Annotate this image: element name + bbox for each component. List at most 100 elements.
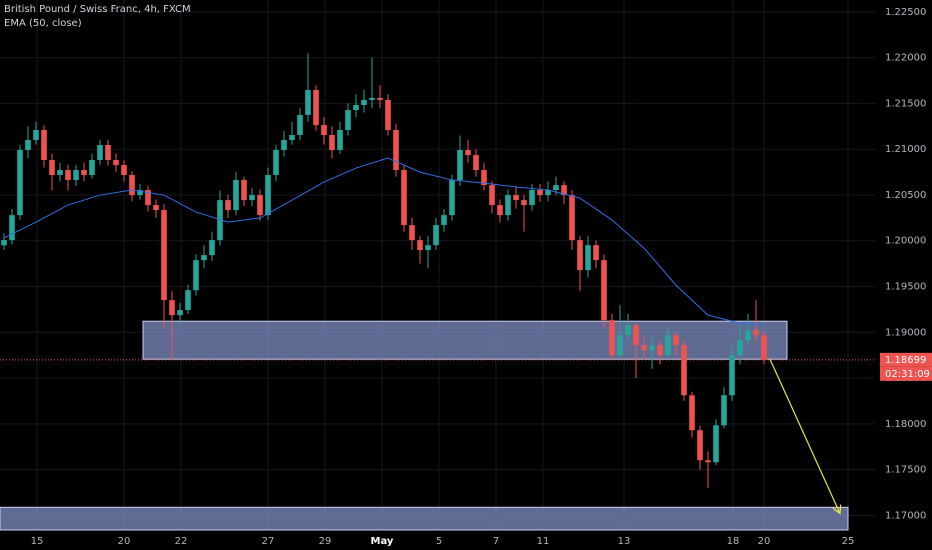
candle-body <box>569 195 575 241</box>
candle-body <box>17 150 23 216</box>
candle-body <box>161 210 167 301</box>
y-tick-label: 1.22500 <box>885 7 926 18</box>
y-tick-label: 1.18000 <box>885 419 926 430</box>
candle-body <box>625 325 631 336</box>
countdown-box <box>880 366 932 381</box>
y-tick-label: 1.22000 <box>885 53 926 64</box>
candle-body <box>345 110 351 130</box>
candle-body <box>297 114 303 136</box>
candle-body <box>473 155 479 171</box>
candle-body <box>289 135 295 141</box>
candle-body <box>201 255 207 261</box>
x-tick-label: 13 <box>618 536 631 547</box>
candle-body <box>361 99 367 105</box>
candle-body <box>129 175 135 196</box>
x-tick-label: May <box>371 536 394 547</box>
candle-body <box>41 129 47 161</box>
candle-body <box>537 190 543 196</box>
candle-body <box>401 170 407 226</box>
candle-body <box>33 129 39 141</box>
candle-body <box>697 430 703 461</box>
candle-body <box>385 99 391 130</box>
candle-body <box>409 225 415 241</box>
plot <box>0 53 875 531</box>
candle-body <box>529 190 535 206</box>
candle-body <box>281 140 287 151</box>
candle-body <box>657 345 663 356</box>
y-tick-label: 1.19000 <box>885 327 926 338</box>
candle-body <box>257 195 263 216</box>
arrow <box>769 358 841 514</box>
candle-body <box>713 425 719 463</box>
candle-body <box>369 97 375 100</box>
candle-body <box>745 330 751 341</box>
candle-body <box>449 180 455 216</box>
candle-body <box>145 190 151 206</box>
candle-body <box>633 325 639 346</box>
candle-body <box>217 200 223 241</box>
candle-body <box>489 185 495 206</box>
x-tick-label: 11 <box>537 536 550 547</box>
price-label-box <box>880 352 932 367</box>
candle-body <box>49 160 55 176</box>
candle-body <box>681 345 687 396</box>
candle-body <box>97 144 103 161</box>
candle-body <box>753 330 759 336</box>
candle-body <box>393 129 399 171</box>
x-tick-label: 22 <box>175 536 188 547</box>
candle-body <box>417 240 423 251</box>
candle-body <box>313 89 319 126</box>
candle-body <box>177 310 183 316</box>
candle-body <box>673 335 679 346</box>
x-tick-label: 5 <box>436 536 442 547</box>
candle-body <box>241 180 247 201</box>
candle-body <box>761 335 767 360</box>
candle-body <box>641 345 647 351</box>
candle-body <box>249 195 255 201</box>
candle-body <box>273 150 279 176</box>
candle-body <box>497 205 503 216</box>
candle-body <box>169 300 175 316</box>
candle-body <box>225 200 231 211</box>
candle-body <box>57 170 63 176</box>
candle-body <box>137 190 143 196</box>
candle-body <box>377 97 383 100</box>
candle-body <box>73 170 79 181</box>
candle-body <box>321 125 327 136</box>
legend-entry: EMA (50, close) <box>4 18 82 29</box>
candle-body <box>561 185 567 196</box>
candle-body <box>209 240 215 256</box>
candle-body <box>737 340 743 356</box>
candle-body <box>153 205 159 211</box>
x-tick-label: 20 <box>118 536 131 547</box>
candle-body <box>1 240 7 246</box>
candle-body <box>25 140 31 151</box>
x-tick-label: 7 <box>493 536 499 547</box>
axes: 1.22500 1.22000 1.21500 1.21000 1.20500 1.200… <box>31 7 932 547</box>
candle-body <box>553 185 559 191</box>
candle-body <box>729 355 735 396</box>
y-tick-label: 1.21000 <box>885 144 926 155</box>
candle-body <box>577 240 583 271</box>
candle-body <box>545 190 551 196</box>
candle-body <box>329 135 335 151</box>
candle-body <box>705 460 711 463</box>
candle-body <box>457 150 463 181</box>
candle-body <box>441 215 447 226</box>
candle-body <box>481 170 487 186</box>
candle-body <box>113 160 119 166</box>
candle-body <box>593 245 599 261</box>
candle-body <box>337 129 343 151</box>
x-tick-label: 15 <box>31 536 44 547</box>
candle-body <box>521 200 527 206</box>
candle-body <box>121 165 127 176</box>
x-tick-label: 27 <box>262 536 275 547</box>
candle-body <box>649 345 655 351</box>
candle-body <box>617 335 623 356</box>
candle-body <box>513 195 519 201</box>
candle-body <box>305 89 311 115</box>
candle-body <box>353 104 359 111</box>
candle-body <box>89 160 95 176</box>
candle-body <box>233 180 239 211</box>
